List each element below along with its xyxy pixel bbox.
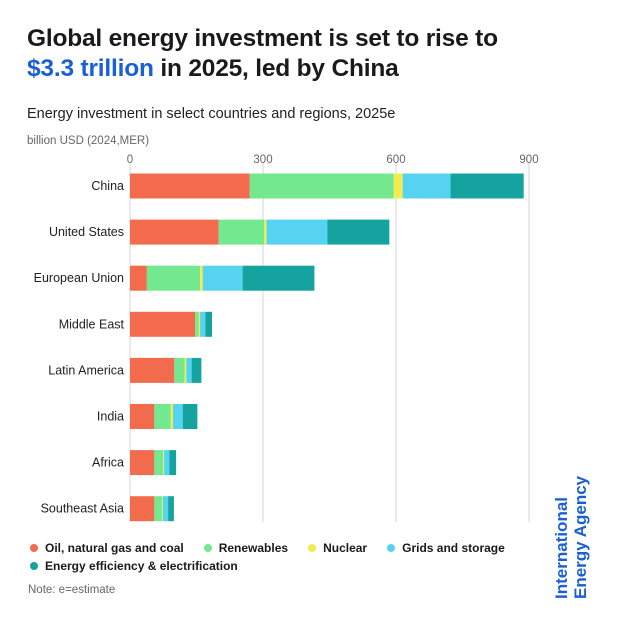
legend-swatch-renewables <box>203 544 212 552</box>
legend-label-renewables: Renewables <box>218 541 289 555</box>
logo-line-2: Energy Agency <box>571 475 590 599</box>
chart-title: Global energy investment is set to rise … <box>27 24 587 84</box>
footnote: Note: e=estimate <box>28 584 116 596</box>
bar-united-states-efficiency <box>327 219 390 245</box>
legend-swatch-grids_storage <box>387 544 396 552</box>
bar-latin-america-efficiency <box>191 357 202 383</box>
title-highlight: $3.3 trillion <box>27 55 154 82</box>
bar-southeast-asia-efficiency <box>168 496 174 522</box>
bar-united-states-nuclear <box>264 219 267 245</box>
bar-european-union-grids_storage <box>202 265 243 291</box>
iea-logo: International Energy Agency <box>552 476 590 599</box>
bar-china-efficiency <box>450 173 524 199</box>
chart-legend: Oil, natural gas and coal Renewables Nucle… <box>30 541 550 577</box>
category-label-latin-america: Latin America <box>48 363 124 377</box>
legend-swatch-oil_gas_coal <box>30 544 38 552</box>
bar-southeast-asia-nuclear <box>161 496 163 522</box>
bar-middle-east-renewables <box>195 311 199 337</box>
bar-china-oil_gas_coal <box>130 173 250 199</box>
bar-latin-america-nuclear <box>184 357 187 383</box>
title-line-1: Global energy investment is set to rise … <box>27 25 498 52</box>
bar-european-union-renewables <box>146 265 201 291</box>
category-label-southeast-asia: Southeast Asia <box>41 502 124 516</box>
category-label-china: China <box>91 179 124 193</box>
bar-africa-efficiency <box>169 450 177 476</box>
legend-swatch-nuclear <box>308 544 317 552</box>
bar-southeast-asia-grids_storage <box>162 496 169 522</box>
title-rest: in 2025, led by China <box>153 55 399 82</box>
legend-item-oil_gas_coal: Oil, natural gas and coal <box>30 541 184 555</box>
bar-africa-nuclear <box>163 450 165 476</box>
category-label-middle-east: Middle East <box>59 317 125 331</box>
bar-india-oil_gas_coal <box>130 404 155 429</box>
category-label-european-union: European Union <box>34 271 124 285</box>
x-tick-label-600: 600 <box>386 154 405 166</box>
bar-european-union-nuclear <box>200 265 203 291</box>
x-tick-label-0: 0 <box>127 154 133 166</box>
bar-european-union-oil_gas_coal <box>130 265 147 291</box>
legend-label-nuclear: Nuclear <box>323 541 368 555</box>
category-label-united-states: United States <box>49 225 124 239</box>
bar-european-union-efficiency <box>242 265 315 291</box>
bar-india-renewables <box>154 404 171 429</box>
bar-southeast-asia-oil_gas_coal <box>130 496 155 522</box>
bar-india-nuclear <box>170 404 174 429</box>
bar-africa-grids_storage <box>164 450 170 476</box>
stacked-bar-chart: 0 300 600 900 China United States European Uni… <box>34 154 539 522</box>
bar-southeast-asia-renewables <box>154 496 162 522</box>
bar-united-states-renewables <box>218 219 265 245</box>
bar-middle-east-nuclear <box>198 311 201 337</box>
legend-item-renewables: Renewables <box>203 541 289 555</box>
bar-africa-renewables <box>154 450 164 476</box>
bar-china-nuclear <box>393 173 403 199</box>
logo-line-1: International <box>552 496 571 599</box>
bar-middle-east-grids_storage <box>200 311 206 337</box>
bar-africa-oil_gas_coal <box>130 450 155 476</box>
axis-unit-label: billion USD (2024,MER) <box>27 135 150 147</box>
legend-label-efficiency: Energy efficiency & electrification <box>45 559 238 573</box>
legend-item-grids_storage: Grids and storage <box>387 541 505 555</box>
x-tick-label-300: 300 <box>253 154 272 166</box>
legend-item-nuclear: Nuclear <box>308 541 367 555</box>
bar-china-grids_storage <box>402 173 451 199</box>
bar-india-grids_storage <box>173 404 183 429</box>
legend-label-grids_storage: Grids and storage <box>402 541 505 555</box>
bar-middle-east-oil_gas_coal <box>130 311 196 337</box>
bar-united-states-grids_storage <box>266 219 328 245</box>
legend-label-oil_gas_coal: Oil, natural gas and coal <box>45 541 184 555</box>
chart-subtitle: Energy investment in select countries an… <box>27 106 396 122</box>
bar-latin-america-grids_storage <box>186 357 192 383</box>
bar-united-states-oil_gas_coal <box>130 219 219 245</box>
bar-latin-america-oil_gas_coal <box>130 357 175 383</box>
bar-latin-america-renewables <box>174 357 185 383</box>
bar-india-efficiency <box>182 404 198 429</box>
category-label-africa: Africa <box>92 456 124 470</box>
legend-swatch-efficiency <box>30 562 38 570</box>
legend-item-efficiency: Energy efficiency & electrification <box>30 559 238 573</box>
x-tick-label-900: 900 <box>519 154 538 166</box>
bar-china-renewables <box>249 173 394 199</box>
bar-middle-east-efficiency <box>205 311 213 337</box>
category-label-india: India <box>97 410 124 424</box>
